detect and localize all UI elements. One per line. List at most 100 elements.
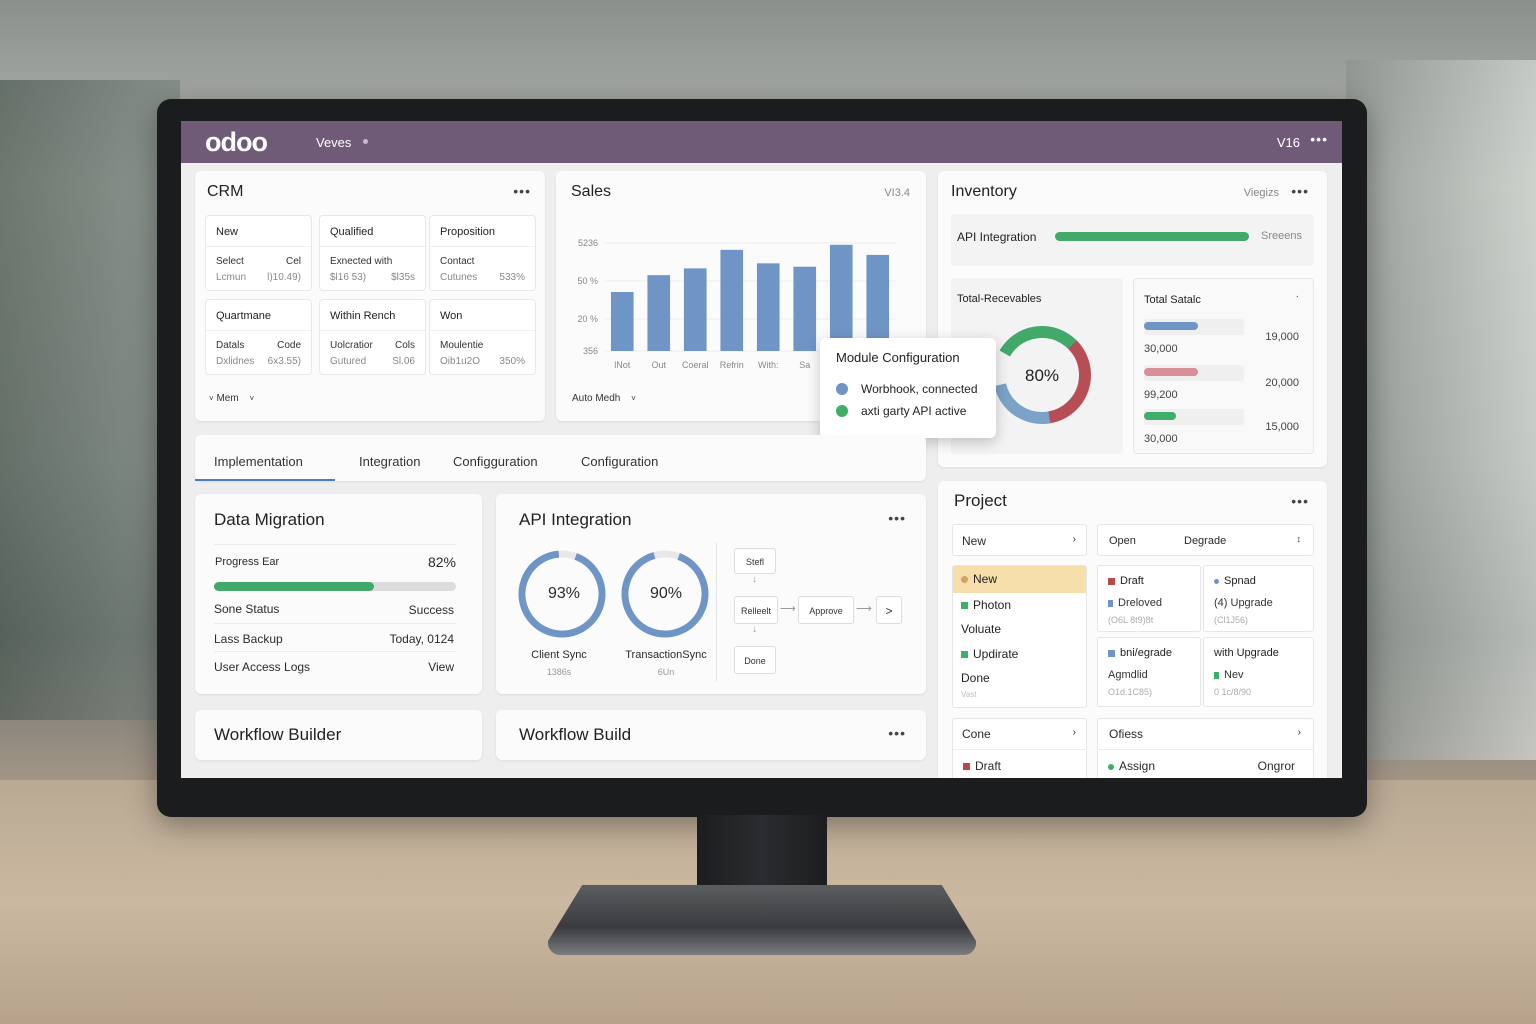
crm-footer-dropdown[interactable]: ˅ Mem ˅ bbox=[209, 393, 254, 404]
project-task-card[interactable]: Spnad (4) Upgrade (Cl1J56) bbox=[1203, 565, 1314, 632]
sort-icon: ↕ bbox=[1296, 534, 1302, 544]
project-new-item[interactable]: Vast bbox=[961, 690, 976, 699]
project-column-new-header[interactable]: New › bbox=[952, 524, 1087, 556]
chart-bar[interactable] bbox=[829, 244, 853, 351]
project-task-card[interactable]: bni/egrade Agmdlid O1d.1C85) bbox=[1097, 637, 1201, 707]
chevron-right-icon: › bbox=[1072, 727, 1076, 738]
flow-step-stefl[interactable]: Stefl bbox=[734, 548, 776, 574]
total-row-right-value: 20,000 bbox=[1265, 377, 1299, 389]
project-task-card[interactable]: with Upgrade Nev 0 1c/8/90 bbox=[1203, 637, 1314, 707]
tab-configguration[interactable]: Configguration bbox=[453, 454, 538, 469]
total-sales-title: Total Satalc bbox=[1144, 294, 1201, 306]
crm-stage-value: $l16 53) bbox=[330, 272, 367, 283]
total-row-left-value: 30,000 bbox=[1144, 433, 1178, 445]
module-configuration-popup: Module Configuration Worbhook, connected… bbox=[820, 338, 996, 438]
chart-bar[interactable] bbox=[610, 292, 634, 351]
workflow-build-more-icon[interactable]: ••• bbox=[888, 725, 906, 741]
divider bbox=[320, 246, 425, 247]
chart-y-tick-label: 356 bbox=[583, 346, 598, 356]
total-row-left-value: 99,200 bbox=[1144, 389, 1178, 401]
project-new-item[interactable]: Updirate bbox=[961, 647, 1018, 661]
chart-bar[interactable] bbox=[683, 268, 707, 351]
project-column-open-header[interactable]: Open Degrade ↕ bbox=[1097, 524, 1314, 556]
sales-footer-dropdown[interactable]: Auto Medh ˅ bbox=[572, 393, 636, 404]
crm-stage-cell[interactable]: Proposition Contact Cutunes 533% bbox=[429, 215, 536, 291]
project-cone-item-label: Draft bbox=[975, 759, 1002, 773]
tab-configuration[interactable]: Configuration bbox=[581, 454, 659, 469]
api-integration-more-icon[interactable]: ••• bbox=[888, 510, 906, 526]
project-title: Project bbox=[954, 491, 1007, 510]
project-new-item[interactable]: Voluate bbox=[961, 622, 1001, 636]
project-task-subtitle-label: (4) Upgrade bbox=[1214, 597, 1273, 609]
project-task-subtitle-label: Nev bbox=[1224, 669, 1244, 681]
workflow-build-title: Workflow Build bbox=[519, 725, 632, 744]
project-task-title: bni/egrade bbox=[1108, 647, 1172, 659]
top-more-icon[interactable]: ••• bbox=[1310, 131, 1328, 147]
chart-x-tick-label: Coeral bbox=[682, 360, 709, 370]
inventory-api-row[interactable]: API Integration Sreeens bbox=[951, 214, 1314, 266]
project-new-item-label: New bbox=[973, 572, 998, 586]
project-task-card[interactable]: Draft Dreloved (O6L 8t9)8t bbox=[1097, 565, 1201, 632]
project-more-icon[interactable]: ••• bbox=[1291, 493, 1309, 509]
project-new-item[interactable]: New bbox=[961, 572, 997, 586]
total-sales-menu-icon[interactable]: · bbox=[1295, 291, 1299, 302]
crm-stage-cell[interactable]: Won Moulentie Oib1u2O 350% bbox=[429, 299, 536, 375]
popup-item-webhook: Worbhook, connected bbox=[861, 382, 978, 396]
crm-stage-cell[interactable]: Within Rench Uolcratior Cols Gutured Sl.06 bbox=[319, 299, 426, 375]
project-task-title: with Upgrade bbox=[1214, 647, 1279, 659]
crm-stage-field: Uolcratior bbox=[330, 340, 373, 351]
top-menu-item[interactable]: Veves bbox=[316, 135, 352, 150]
chevron-down-icon: ˅ bbox=[631, 394, 636, 403]
crm-stage-cell[interactable]: New Select Cel Lcmun l)10.49) bbox=[205, 215, 312, 291]
project-new-item-highlight[interactable] bbox=[953, 566, 1086, 593]
project-ofiess-column[interactable]: Ofiess › Assign Ongror bbox=[1097, 718, 1314, 778]
chart-bar[interactable] bbox=[756, 263, 780, 351]
flow-next-button[interactable]: > bbox=[876, 596, 902, 624]
flow-step-done[interactable]: Done bbox=[734, 646, 776, 674]
chart-bar[interactable] bbox=[866, 254, 890, 351]
flow-step-relleelt[interactable]: Relleelt bbox=[734, 596, 778, 624]
api-sync-rings bbox=[518, 550, 709, 638]
project-new-item[interactable]: Photon bbox=[961, 598, 1011, 612]
chart-bar[interactable] bbox=[720, 249, 744, 351]
workflow-build-card[interactable]: Workflow Build ••• bbox=[496, 710, 926, 760]
background-right bbox=[1346, 60, 1536, 760]
ring-transaction-value: 90% bbox=[649, 585, 683, 602]
project-task-subtitle-label: Agmdlid bbox=[1108, 669, 1148, 681]
project-ongror-label: Ongror bbox=[1257, 759, 1295, 773]
odoo-logo[interactable]: odoo bbox=[205, 127, 268, 157]
inventory-more-icon[interactable]: ••• bbox=[1291, 183, 1309, 199]
crm-stage-field: Exnected with bbox=[330, 256, 393, 267]
popup-title: Module Configuration bbox=[836, 350, 960, 365]
tab-integration[interactable]: Integration bbox=[359, 454, 421, 469]
crm-more-icon[interactable]: ••• bbox=[513, 183, 531, 199]
tab-bar: Implementation Integration Configguratio… bbox=[195, 435, 926, 481]
ring-transaction-label: TransactionSync bbox=[625, 649, 707, 661]
project-task-subtitle: (4) Upgrade bbox=[1214, 597, 1273, 609]
workflow-builder-card[interactable]: Workflow Builder bbox=[195, 710, 482, 760]
chart-bar[interactable] bbox=[793, 266, 817, 351]
total-sales-panel: Total Satalc · 30,000 19,000 99,200 20,000 3… bbox=[1133, 278, 1314, 454]
crm-stage-cell[interactable]: Qualified Exnected with $l16 53) $l35s bbox=[319, 215, 426, 291]
project-cone-column[interactable]: Cone › Draft bbox=[952, 718, 1087, 778]
receivables-percent: 80% bbox=[1025, 366, 1060, 385]
screen: odoo Veves V16 ••• CRM ••• New Select Cel L… bbox=[181, 121, 1342, 778]
crm-stage-value: $l35s bbox=[391, 272, 415, 283]
inventory-card: Inventory Viegizs ••• API Integration Sr… bbox=[938, 171, 1327, 467]
total-row-right-value: 19,000 bbox=[1265, 331, 1299, 343]
ring-client-value: 93% bbox=[547, 585, 581, 602]
project-task-title-label: with Upgrade bbox=[1214, 647, 1279, 659]
project-new-item[interactable]: Done bbox=[961, 671, 990, 685]
migration-progress-fill bbox=[214, 582, 374, 591]
crm-stage-cell[interactable]: Quartmane Datals Code Dxlidnes 6x3.55) bbox=[205, 299, 312, 375]
migration-row-logs-view-link[interactable]: View bbox=[428, 660, 454, 674]
chart-y-tick-label: 50 % bbox=[577, 276, 598, 286]
project-new-item-label: Photon bbox=[973, 598, 1012, 612]
crm-footer-label: Mem bbox=[216, 393, 239, 404]
flow-step-approve[interactable]: Approve bbox=[798, 596, 854, 624]
tab-implementation[interactable]: Implementation bbox=[214, 454, 303, 469]
project-task-meta: (Cl1J56) bbox=[1214, 615, 1249, 625]
crm-stage-header: Within Rench bbox=[330, 310, 396, 322]
chart-y-tick-label: 20 % bbox=[577, 314, 598, 324]
chart-bar[interactable] bbox=[647, 275, 671, 351]
